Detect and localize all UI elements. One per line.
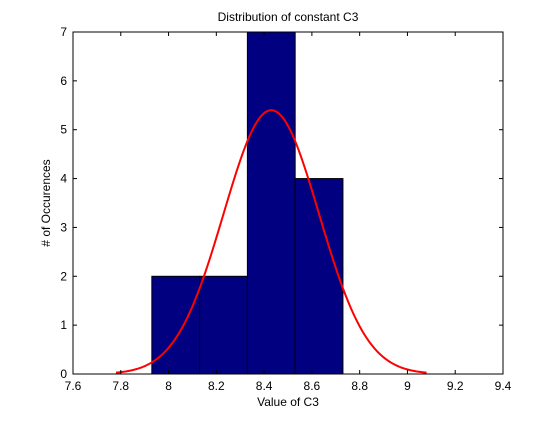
y-tick-label: 2 bbox=[60, 269, 67, 283]
x-axis-label: Value of C3 bbox=[257, 395, 319, 409]
y-tick-label: 4 bbox=[60, 172, 67, 186]
x-tick-label: 8.4 bbox=[256, 379, 273, 393]
x-tick-label: 8 bbox=[165, 379, 172, 393]
y-tick-label: 3 bbox=[60, 220, 67, 234]
y-tick-labels: 0 1 2 3 4 5 6 7 bbox=[60, 25, 67, 381]
x-tick-label: 8.8 bbox=[351, 379, 368, 393]
x-tick-labels: 7.6 7.8 8 8.2 8.4 8.6 8.8 9 9.2 9.4 bbox=[65, 379, 512, 393]
histogram-bar-3 bbox=[294, 178, 344, 375]
y-tick-label: 5 bbox=[60, 123, 67, 137]
fit-curve-line bbox=[115, 109, 427, 374]
chart-title: Distribution of constant C3 bbox=[218, 10, 359, 24]
y-tick-label: 6 bbox=[60, 74, 67, 88]
x-tick-label: 8.6 bbox=[304, 379, 321, 393]
x-tick-label: 7.8 bbox=[112, 379, 129, 393]
histogram-bar-0 bbox=[151, 275, 201, 375]
histogram-bars bbox=[151, 31, 344, 375]
histogram-bar-1 bbox=[199, 275, 248, 375]
y-tick-label: 0 bbox=[60, 367, 67, 381]
x-tick-label: 9.2 bbox=[447, 379, 464, 393]
y-tick-label: 7 bbox=[60, 25, 67, 39]
x-tick-label: 7.6 bbox=[65, 379, 82, 393]
plot-frame bbox=[72, 31, 504, 375]
x-tick-label: 8.2 bbox=[208, 379, 225, 393]
x-tick-label: 9.4 bbox=[495, 379, 512, 393]
axis-ticks bbox=[72, 31, 504, 375]
histogram-bar-2 bbox=[246, 31, 296, 375]
x-tick-label: 9 bbox=[404, 379, 411, 393]
y-tick-label: 1 bbox=[60, 318, 67, 332]
y-axis-label: # of Occurences bbox=[39, 159, 53, 246]
